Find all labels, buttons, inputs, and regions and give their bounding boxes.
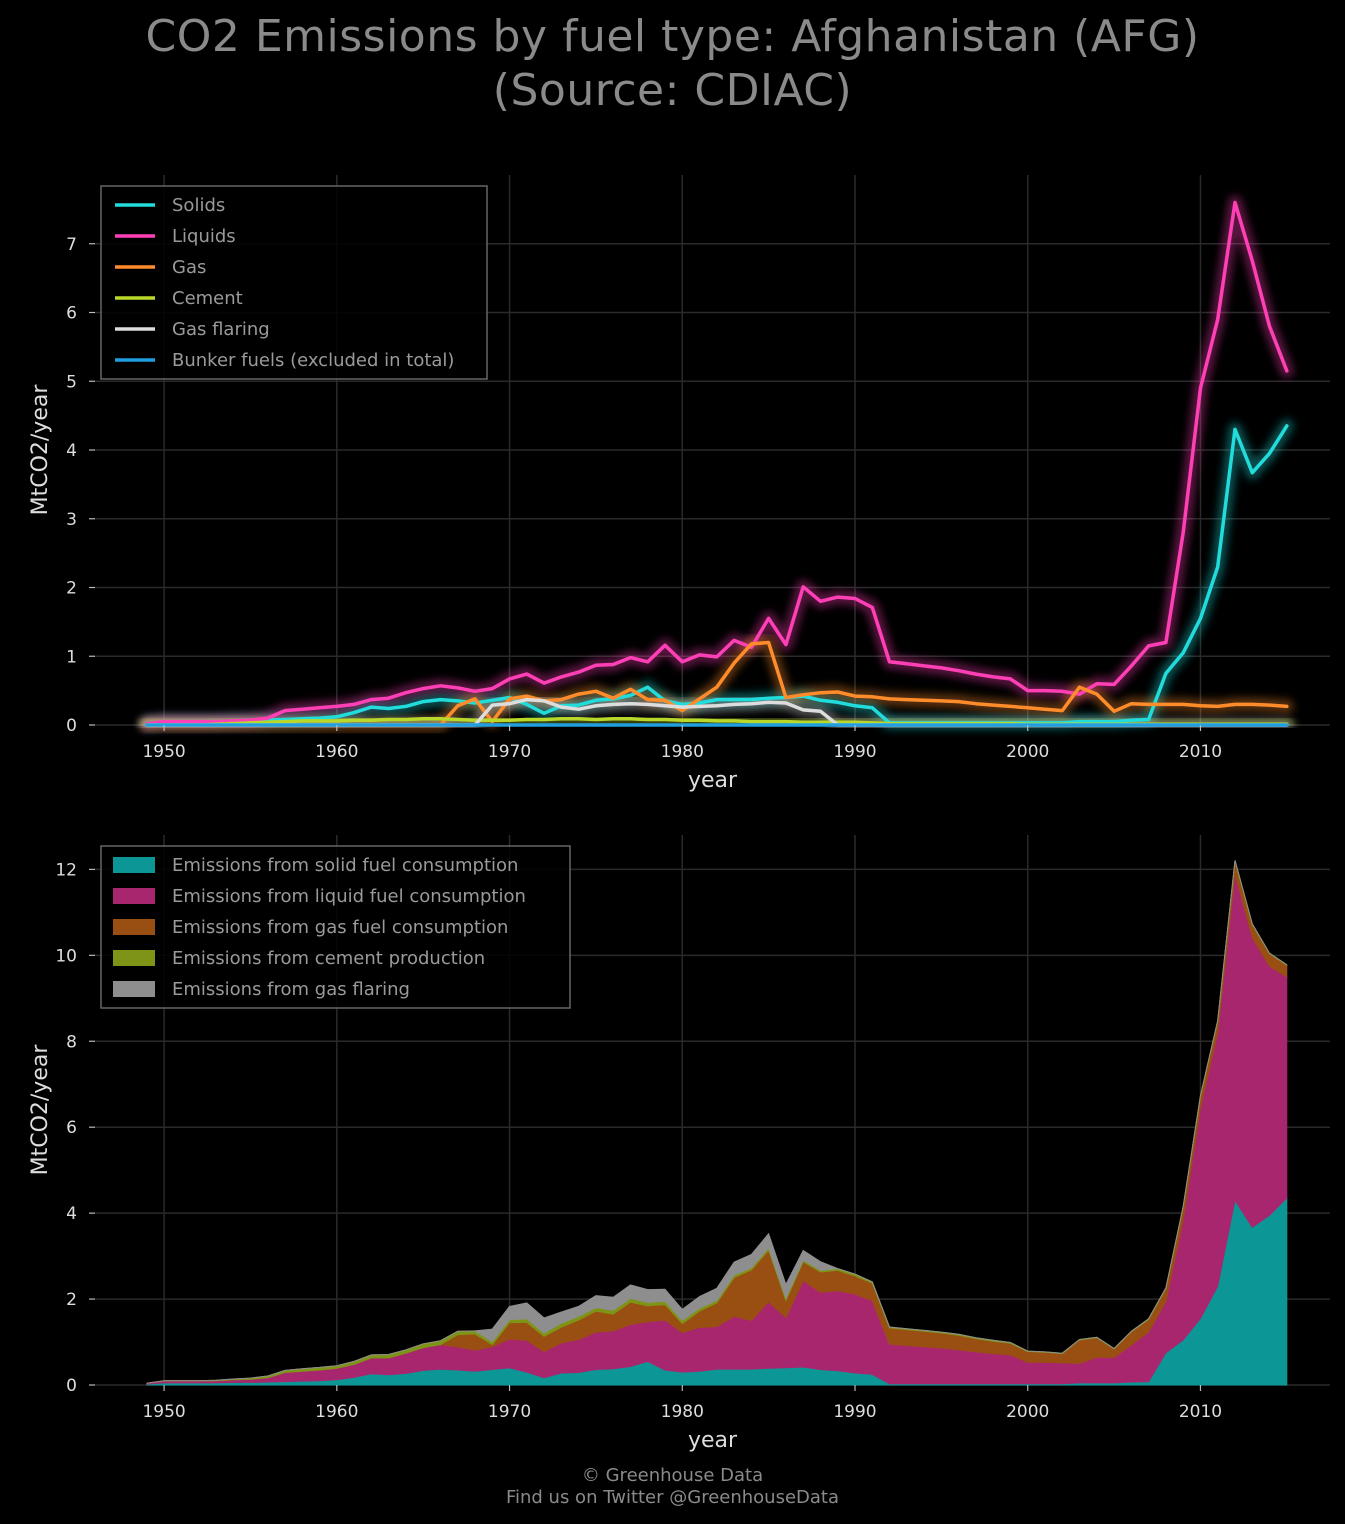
c2-legend-swatch (113, 919, 155, 935)
area-emissions-from-gas-flaring (146, 860, 1288, 1384)
c2-tick-label-x: 2000 (1006, 1402, 1049, 1422)
c2-legend-swatch (113, 950, 155, 966)
footer-twitter: Find us on Twitter @GreenhouseData (505, 1487, 840, 1508)
c2-tick-label-y: 6 (66, 1118, 77, 1138)
c2-tick-label-x: 2010 (1179, 1402, 1222, 1422)
c1-tick-label-x: 1960 (315, 742, 358, 762)
c1-legend-label: Gas flaring (172, 319, 270, 340)
c2-tick-label-x: 1950 (142, 1402, 185, 1422)
line-chart: 1950 1960 1970 1980 1990 2000 2010 0 1 2 3 4 5 6 7 year… (28, 175, 1330, 793)
c1-tick-label-x: 2010 (1179, 742, 1222, 762)
c1-tick-label-y: 3 (66, 510, 77, 530)
c2-tick-label-y: 4 (66, 1204, 77, 1224)
c1-tick-label-y: 6 (66, 304, 77, 324)
c1-legend-box (100, 185, 488, 380)
c2-legend-label: Emissions from gas flaring (172, 979, 410, 1000)
c1-tick-label-x: 1980 (661, 742, 704, 762)
chart-title: CO2 Emissions by fuel type: Afghanistan … (0, 10, 1345, 118)
series-line-solids (145, 424, 1289, 726)
chart-title-line1: CO2 Emissions by fuel type: Afghanistan … (145, 11, 1200, 62)
c2-legend-swatch (113, 857, 155, 873)
c1-tick-label-y: 1 (66, 647, 77, 667)
c2-tick-label-y: 8 (66, 1032, 77, 1052)
c2-legend-swatch (113, 888, 155, 904)
c2-tick-label-x: 1990 (833, 1402, 876, 1422)
c1-tick-label-y: 0 (66, 716, 77, 736)
c2-tick-label-y: 0 (66, 1376, 77, 1396)
series-line-liquids (145, 200, 1289, 726)
c1-tick-label-x: 1990 (833, 742, 876, 762)
footer: © Greenhouse Data Find us on Twitter @Gr… (0, 1465, 1345, 1509)
c2-legend-swatch (113, 981, 155, 997)
footer-copyright: © Greenhouse Data (581, 1465, 764, 1486)
c2-tick-label-y: 2 (66, 1290, 77, 1310)
chart-title-line2: (Source: CDIAC) (492, 65, 853, 116)
c2-tick-label-x: 1960 (315, 1402, 358, 1422)
c1-legend-label: Gas (172, 257, 206, 278)
c2-legend-label: Emissions from solid fuel consumption (172, 855, 518, 876)
c1-tick-label-y: 7 (66, 235, 77, 255)
c1-legend-label: Cement (172, 288, 243, 309)
c2-tick-label-x: 1980 (661, 1402, 704, 1422)
c2-tick-label-x: 1970 (488, 1402, 531, 1422)
c1-xlabel: year (688, 768, 738, 793)
c1-legend-label: Solids (172, 195, 225, 216)
stacked-area-chart: 1950 1960 1970 1980 1990 2000 2010 0 2 4 6 8 10 12 yea… (28, 835, 1330, 1453)
c1-legend-label: Liquids (172, 226, 236, 247)
c2-legend-label: Emissions from gas fuel consumption (172, 917, 508, 938)
c1-tick-label-y: 2 (66, 579, 77, 599)
c2-legend-label: Emissions from cement production (172, 948, 485, 969)
c1-tick-label-y: 4 (66, 441, 77, 461)
c1-legend-label: Bunker fuels (excluded in total) (172, 350, 454, 371)
c1-tick-label-x: 1950 (142, 742, 185, 762)
c2-ylabel: MtCO2/year (28, 1044, 53, 1176)
c2-xlabel: year (688, 1428, 738, 1453)
c2-tick-label-y: 10 (55, 946, 77, 966)
c1-ylabel: MtCO2/year (28, 384, 53, 516)
c2-legend-box (100, 845, 571, 1009)
c1-tick-label-y: 5 (66, 372, 77, 392)
c2-legend-label: Emissions from liquid fuel consumption (172, 886, 526, 907)
c2-tick-label-y: 12 (55, 860, 77, 880)
c1-tick-label-x: 2000 (1006, 742, 1049, 762)
c1-tick-label-x: 1970 (488, 742, 531, 762)
